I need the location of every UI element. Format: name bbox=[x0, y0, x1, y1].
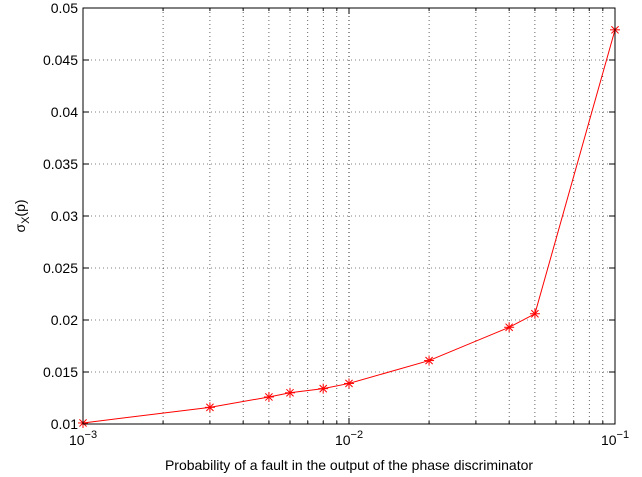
x-tick-label-exponent: −3 bbox=[85, 429, 98, 441]
data-point bbox=[344, 378, 354, 389]
grid bbox=[83, 8, 615, 424]
tick-marks bbox=[82, 7, 616, 425]
series-lines bbox=[82, 29, 616, 424]
x-tick-label: 10−2 bbox=[335, 429, 363, 448]
y-tick-label: 0.045 bbox=[43, 52, 78, 68]
x-tick-label: 10−3 bbox=[69, 429, 97, 448]
y-tick-label: 0.025 bbox=[43, 260, 78, 276]
data-point bbox=[424, 355, 435, 366]
marker-stroke bbox=[286, 388, 294, 397]
x-tick-label-base: 10 bbox=[335, 432, 351, 448]
x-tick-label: 10−1 bbox=[601, 429, 629, 448]
y-tick-label: 0.02 bbox=[51, 312, 78, 328]
marker-stroke bbox=[345, 379, 353, 388]
marker-stroke bbox=[264, 393, 273, 401]
x-tick-label-base: 10 bbox=[69, 432, 85, 448]
x-tick-label-exponent: −2 bbox=[351, 429, 364, 441]
y-tick-label: 0.015 bbox=[43, 364, 78, 380]
data-point bbox=[318, 383, 329, 394]
series-line bbox=[82, 29, 616, 424]
y-axis-label-suffix: (p) bbox=[12, 199, 28, 216]
y-tick-label: 0.05 bbox=[51, 0, 78, 16]
x-axis-label: Probability of a fault in the output of … bbox=[165, 457, 533, 473]
marker-stroke bbox=[505, 323, 514, 332]
data-point bbox=[504, 322, 515, 333]
y-axis-label-sub: X bbox=[20, 216, 32, 224]
data-point bbox=[263, 391, 274, 402]
marker-stroke bbox=[530, 309, 539, 318]
marker-stroke bbox=[319, 384, 328, 393]
y-tick-label: 0.01 bbox=[51, 416, 78, 432]
x-tick-label-base: 10 bbox=[601, 432, 617, 448]
y-axis-label: σX(p) bbox=[12, 199, 32, 232]
y-axis-label-base: σ bbox=[12, 224, 28, 233]
y-tick-label: 0.035 bbox=[43, 156, 78, 172]
data-point bbox=[284, 387, 295, 398]
y-tick-label: 0.04 bbox=[51, 104, 78, 120]
y-tick-labels: 0.01 0.015 0.02 0.025 0.03 0.035 0.04 0.045 0.05 bbox=[43, 0, 78, 432]
y-tick-label: 0.03 bbox=[51, 208, 78, 224]
x-tick-label-exponent: −1 bbox=[617, 429, 630, 441]
marker-stroke bbox=[425, 356, 434, 365]
data-point bbox=[204, 402, 215, 413]
data-point bbox=[529, 308, 540, 319]
x-tick-labels: 10−3 10−2 10−1 bbox=[69, 429, 629, 448]
marker-stroke bbox=[205, 403, 214, 412]
